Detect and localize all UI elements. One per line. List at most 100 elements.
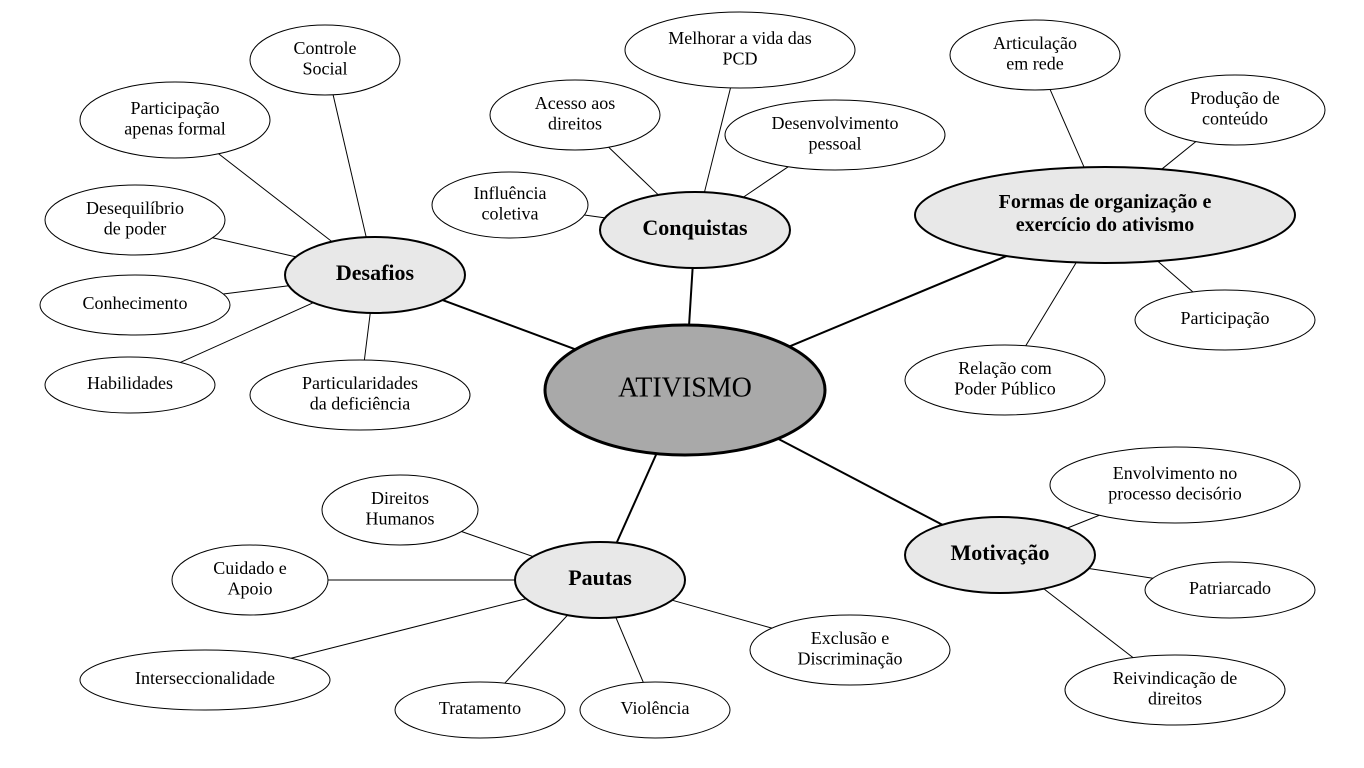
edge [333,95,366,237]
node-label: Participação [131,98,220,118]
node-label: Formas de organização e [999,191,1212,213]
node-label: Social [303,58,348,78]
node-acesso_direitos: Acesso aosdireitos [490,80,660,150]
edge [213,238,296,257]
edge [789,256,1006,347]
node-label: Conquistas [642,215,748,240]
node-participacao: Participação [1135,290,1315,350]
node-label: Acesso aos [535,93,615,113]
edge [1089,569,1153,579]
edge [364,313,370,360]
node-label: Influência [474,183,547,203]
edge [609,147,659,195]
edge [219,154,332,242]
node-label: coletiva [482,203,539,223]
node-interseccionalidade: Interseccionalidade [80,650,330,710]
node-exclusao: Exclusão eDiscriminação [750,615,950,685]
node-label: direitos [1148,688,1202,708]
node-label: Motivação [951,540,1050,565]
node-envolvimento: Envolvimento noprocesso decisório [1050,447,1300,523]
node-label: Envolvimento no [1113,463,1238,483]
edge [443,300,576,349]
node-reivindicacao: Reivindicação dedireitos [1065,655,1285,725]
node-articulacao: Articulaçãoem rede [950,20,1120,90]
edge [223,286,288,294]
edge [1044,589,1133,658]
node-label: Pautas [568,565,632,590]
node-label: de poder [104,218,166,238]
node-label: Melhorar a vida das [668,28,811,48]
node-label: conteúdo [1202,108,1268,128]
node-label: Tratamento [439,698,521,718]
node-label: Interseccionalidade [135,668,275,688]
node-center: ATIVISMO [545,325,825,455]
node-label: Conhecimento [83,293,188,313]
edge [672,600,772,628]
node-label: Desenvolvimento [772,113,899,133]
node-label: Apoio [228,578,273,598]
edge [505,615,568,683]
node-influencia: Influênciacoletiva [432,172,588,238]
edge [743,167,788,198]
edge [1158,261,1193,292]
node-desafios: Desafios [285,237,465,313]
node-label: Habilidades [87,373,173,393]
node-label: Participação [1181,308,1270,328]
node-label: da deficiência [310,393,410,413]
edge [1067,515,1099,528]
edge [617,454,657,543]
node-violencia: Violência [580,682,730,738]
node-desequilibrio: Desequilíbriode poder [45,185,225,255]
node-conhecimento: Conhecimento [40,275,230,335]
node-relacao_poder: Relação comPoder Público [905,345,1105,415]
node-label: Discriminação [798,648,903,668]
edge [291,599,526,659]
node-label: Particularidades [302,373,418,393]
node-label: exercício do ativismo [1016,214,1194,236]
node-label: Violência [621,698,690,718]
node-formas: Formas de organização eexercício do ativ… [915,167,1295,263]
node-label: Poder Público [954,378,1056,398]
node-pautas: Pautas [515,542,685,618]
node-label: Desafios [336,260,415,285]
node-label: direitos [548,113,602,133]
node-label: Patriarcado [1189,578,1271,598]
node-habilidades: Habilidades [45,357,215,413]
node-label: Articulação [993,33,1077,53]
edge [462,532,534,557]
node-label: Relação com [958,358,1051,378]
node-tratamento: Tratamento [395,682,565,738]
node-label: pessoal [809,133,862,153]
nodes-layer: ATIVISMO Desafios Conquistas Formas de orga… [40,12,1325,738]
node-participacao_formal: Participaçãoapenas formal [80,82,270,158]
edge [689,268,693,325]
edge [584,215,605,218]
node-label: PCD [722,48,757,68]
node-patriarcado: Patriarcado [1145,562,1315,618]
node-label: processo decisório [1108,483,1241,503]
node-label: Desequilíbrio [86,198,184,218]
node-conquistas: Conquistas [600,192,790,268]
edge [1026,262,1076,345]
edge [1162,142,1196,170]
edge [1050,89,1084,167]
node-label: Direitos [371,488,429,508]
node-controle_social: ControleSocial [250,25,400,95]
edge [778,439,942,525]
node-cuidado_apoio: Cuidado eApoio [172,545,328,615]
node-label: em rede [1006,53,1063,73]
node-label: Produção de [1190,88,1279,108]
node-label: Exclusão e [811,628,889,648]
node-label: Controle [294,38,357,58]
edge [616,617,644,682]
node-label: Reivindicação de [1113,668,1237,688]
node-label: apenas formal [124,118,225,138]
mind-map-diagram: ATIVISMO Desafios Conquistas Formas de orga… [0,0,1364,768]
node-label: Humanos [366,508,435,528]
node-desenvolvimento: Desenvolvimentopessoal [725,100,945,170]
node-producao: Produção deconteúdo [1145,75,1325,145]
node-label: ATIVISMO [618,372,752,403]
node-particularidades: Particularidadesda deficiência [250,360,470,430]
node-label: Cuidado e [213,558,287,578]
node-melhorar_vida: Melhorar a vida dasPCD [625,12,855,88]
